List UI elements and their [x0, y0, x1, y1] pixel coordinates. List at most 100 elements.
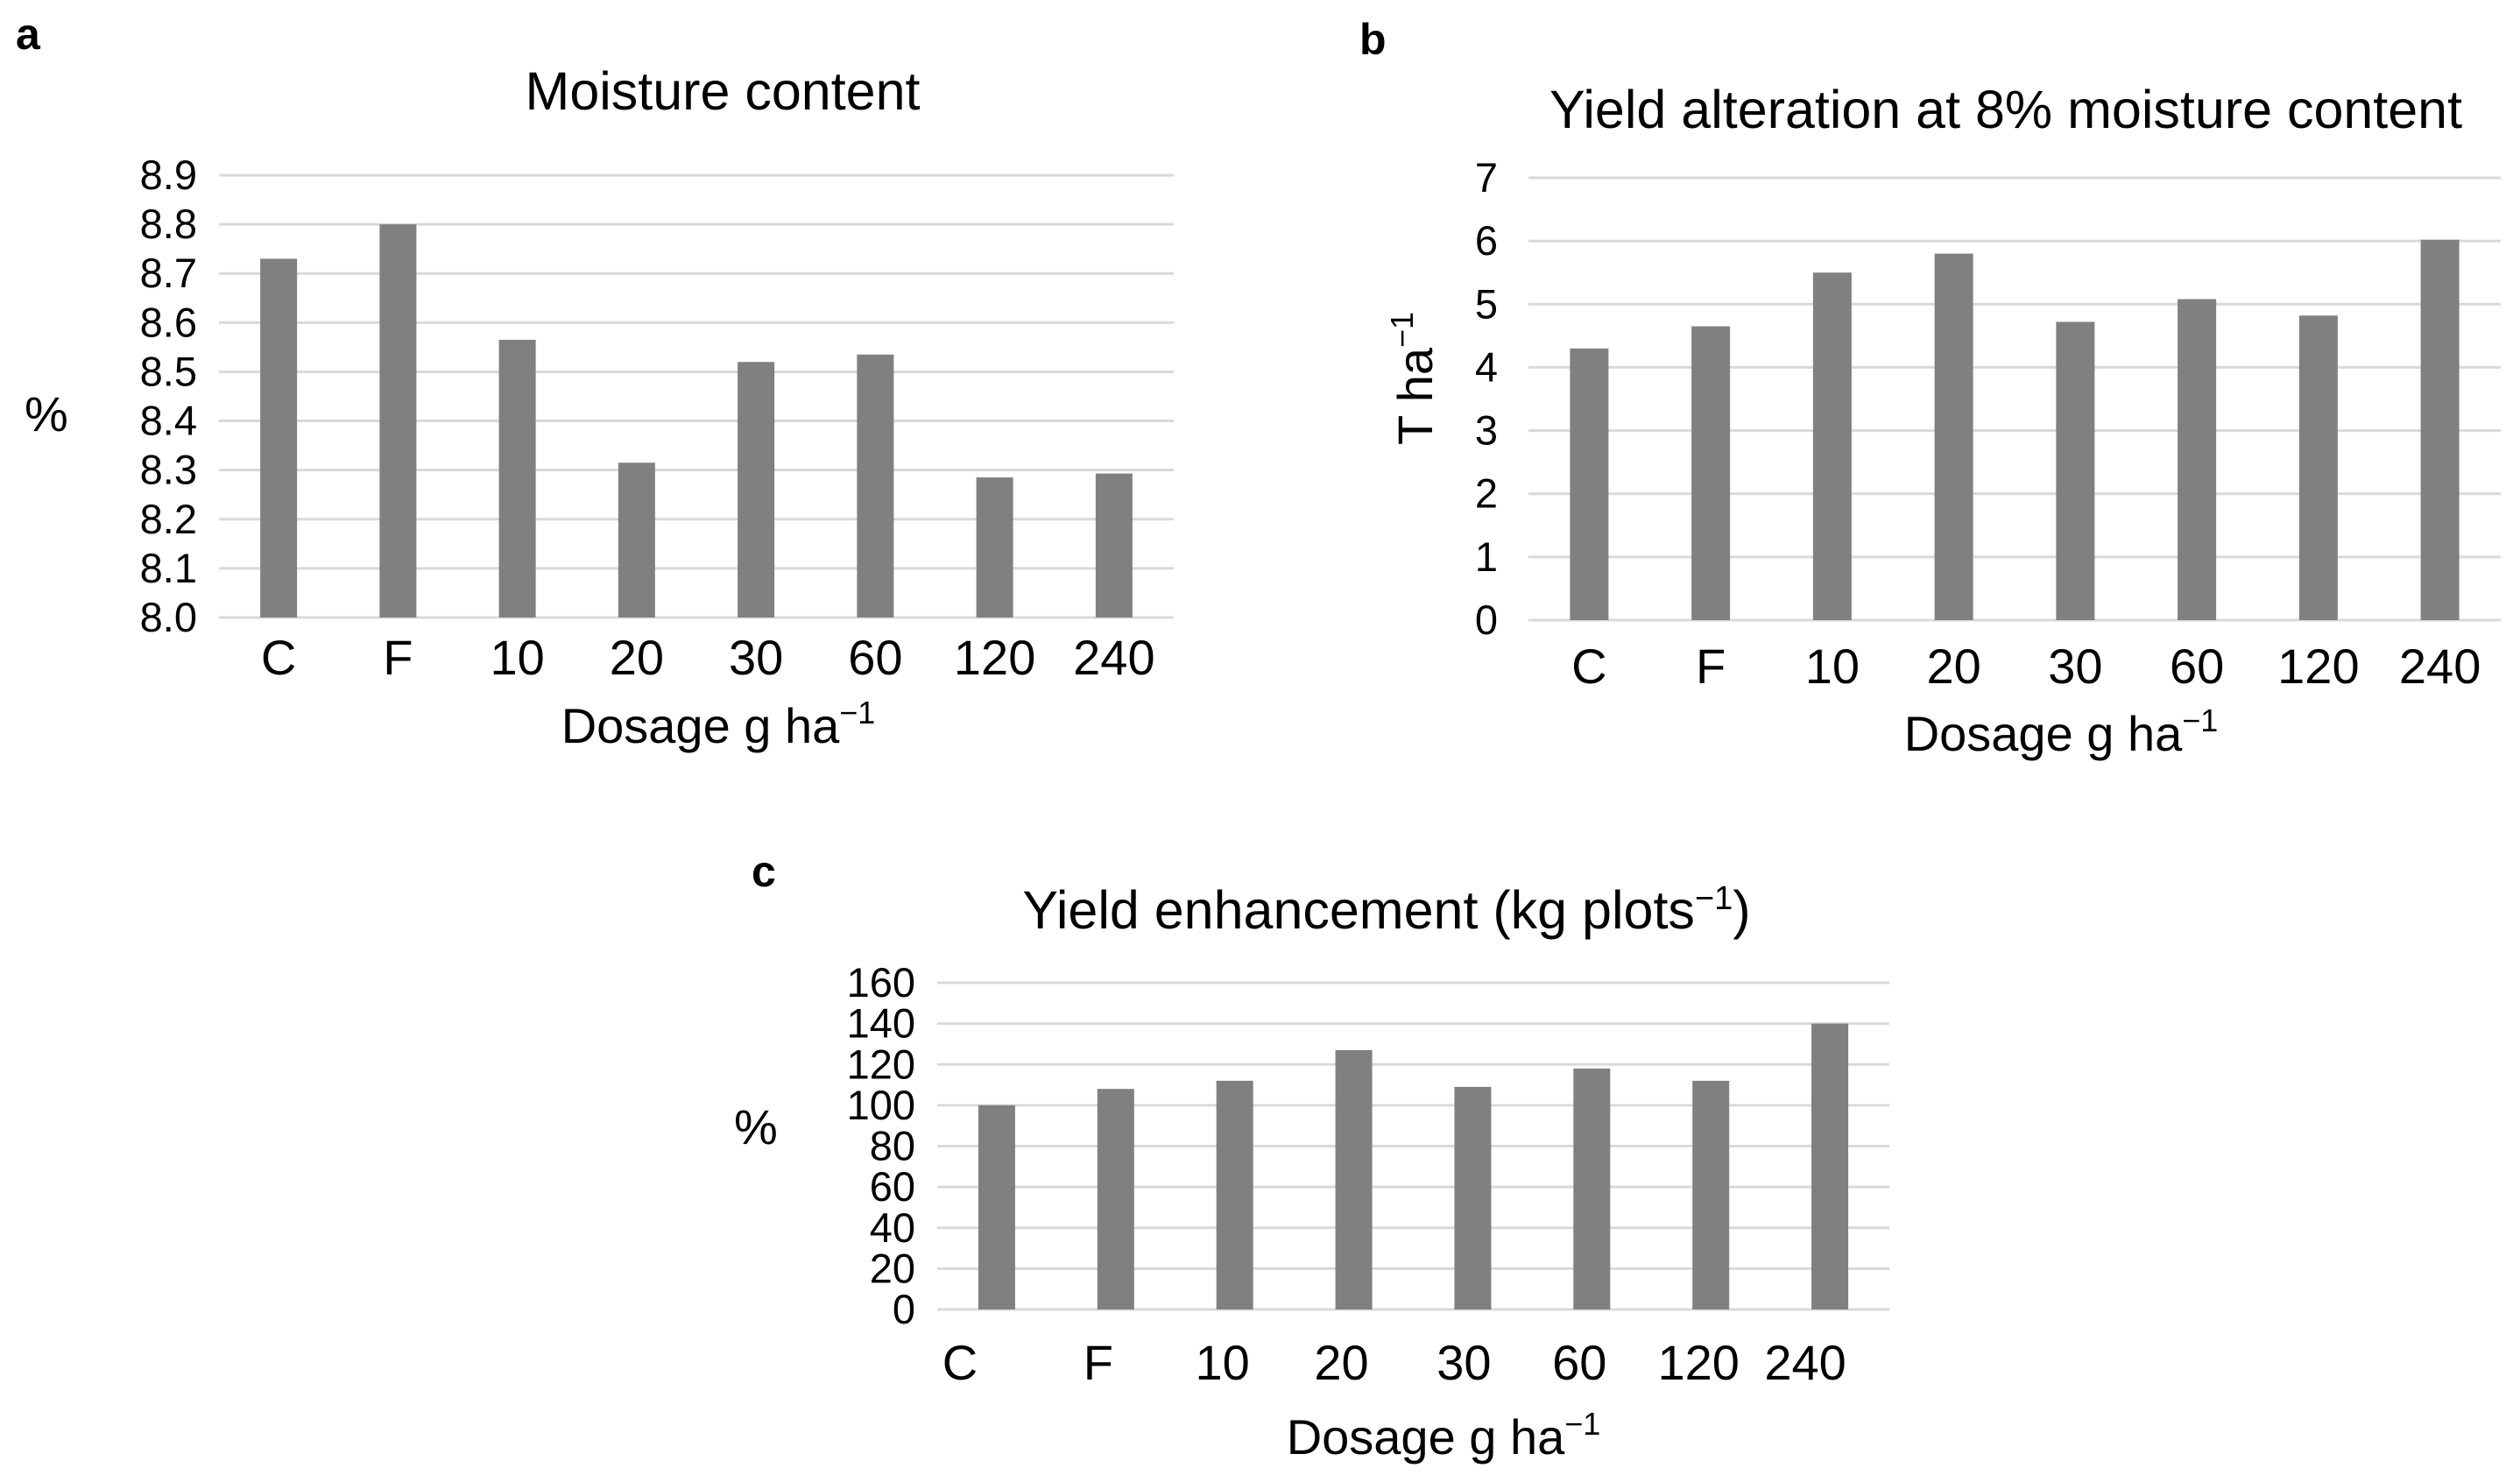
panel-c-bar-120 — [1692, 1080, 1730, 1309]
panel-b-chart: b Yield alteration at 8% moisture conten… — [1359, 15, 2501, 761]
panel-b-y-tick-label: 1 — [1475, 533, 1498, 580]
panel-b-y-tick-label: 3 — [1475, 407, 1498, 454]
panel-c-y-axis-label: % — [734, 1099, 778, 1154]
panel-b-bar-240 — [2420, 239, 2460, 620]
panel-a-letter: a — [16, 10, 41, 59]
panel-a-x-tick-label: 120 — [954, 630, 1035, 685]
panel-b-x-tick-label: 240 — [2399, 639, 2481, 694]
panel-c-y-tick-label: 160 — [847, 959, 915, 1006]
panel-c-x-axis-label-text: Dosage g ha — [1287, 1409, 1565, 1464]
panel-c-bar-60 — [1573, 1068, 1611, 1309]
panel-a-y-tick-label: 8.7 — [140, 250, 197, 296]
panel-a-chart: a Moisture content % Dosage g ha−1 8.08.… — [16, 10, 1174, 753]
panel-a-x-axis-label-sup: −1 — [839, 695, 875, 730]
panel-c-y-tick-label: 80 — [870, 1123, 915, 1169]
panel-b-x-axis-label: Dosage g ha−1 — [1904, 702, 2219, 761]
panel-a-x-axis-label-text: Dosage g ha — [561, 698, 840, 753]
panel-b-x-tick-label: 10 — [1805, 639, 1860, 694]
panel-a-bar-c — [260, 258, 298, 618]
panel-a-y-tick-label: 8.5 — [140, 348, 197, 394]
panel-a-y-tick-label: 8.9 — [140, 152, 197, 198]
panel-b-bar-30 — [2056, 321, 2095, 620]
panel-c-y-tick-label: 100 — [847, 1082, 915, 1128]
panel-c-letter: c — [752, 847, 776, 896]
panel-b-y-axis-label-text: T ha — [1387, 347, 1443, 445]
panel-c-bar-10 — [1216, 1080, 1253, 1309]
panel-a-title: Moisture content — [526, 61, 921, 121]
panel-b-y-tick-label: 5 — [1475, 280, 1498, 327]
panel-c-y-tick-label: 20 — [870, 1245, 915, 1291]
panel-a-x-tick-label: 30 — [729, 630, 783, 685]
panel-b-bar-120 — [2298, 315, 2338, 620]
panel-a-y-tick-label: 8.6 — [140, 299, 197, 345]
panel-b-bar-60 — [2178, 299, 2217, 620]
panel-a-x-tick-label: 240 — [1073, 630, 1154, 685]
panel-c-title: Yield enhancement (kg plots−1) — [1022, 880, 1750, 940]
panel-a-bar-f — [379, 224, 417, 618]
panel-a-x-tick-label: 20 — [610, 630, 664, 685]
panel-c-x-tick-label: F — [1084, 1335, 1113, 1390]
panel-c-bar-c — [978, 1104, 1015, 1309]
panel-b-bar-c — [1570, 348, 1609, 620]
panel-c-y-tick-label: 140 — [847, 1000, 915, 1047]
panel-c-x-axis-label-sup: −1 — [1564, 1406, 1600, 1442]
panel-c-x-tick-label: 10 — [1196, 1335, 1250, 1390]
panel-b-y-tick-label: 6 — [1475, 217, 1498, 264]
panel-b-letter: b — [1359, 15, 1387, 64]
panel-c-title-sup: −1 — [1695, 880, 1733, 917]
panel-b-x-tick-label: F — [1696, 639, 1726, 694]
panel-b-title: Yield alteration at 8% moisture content — [1549, 80, 2462, 139]
panel-b-y-axis-label-sup: −1 — [1384, 312, 1420, 348]
panel-c-bar-240 — [1811, 1023, 1849, 1309]
panel-b-y-tick-label: 7 — [1475, 154, 1498, 201]
panel-b-x-tick-label: 120 — [2277, 639, 2359, 694]
panel-b-x-tick-label: 60 — [2170, 639, 2224, 694]
panel-a-bar-10 — [498, 339, 536, 618]
panel-a-y-tick-label: 8.2 — [140, 496, 197, 542]
panel-c-x-tick-label: 30 — [1436, 1335, 1491, 1390]
panel-b-y-tick-label: 0 — [1475, 596, 1498, 643]
panel-a-bar-120 — [976, 477, 1013, 618]
panel-b-bar-f — [1691, 326, 1731, 620]
panel-a-y-tick-label: 8.8 — [140, 201, 197, 247]
panel-a-x-axis-label: Dosage g ha−1 — [561, 695, 876, 753]
panel-c-title-text: Yield enhancement (kg plots — [1022, 880, 1694, 940]
panel-c-x-tick-label: 60 — [1552, 1335, 1606, 1390]
panel-b-y-tick-label: 2 — [1475, 470, 1498, 517]
panel-a-y-tick-label: 8.1 — [140, 545, 197, 591]
panel-b-x-tick-label: 20 — [1926, 639, 1980, 694]
panel-c-bar-30 — [1454, 1086, 1492, 1309]
panel-b-x-tick-label: 30 — [2048, 639, 2102, 694]
panel-c-x-tick-label: 20 — [1314, 1335, 1368, 1390]
panel-a-y-axis-label: % — [25, 386, 68, 441]
panel-b-bar-20 — [1934, 253, 1973, 620]
panel-b-y-axis-label: T ha−1 — [1384, 312, 1443, 445]
panel-a-bar-30 — [738, 362, 775, 618]
panel-c-y-tick-label: 40 — [870, 1204, 915, 1251]
panel-a-y-tick-label: 8.0 — [140, 594, 197, 640]
panel-c-title-end: ) — [1733, 880, 1750, 940]
panel-a-x-tick-label: 10 — [490, 630, 544, 685]
panel-c-chart: c Yield enhancement (kg plots−1) % Dosag… — [734, 847, 1889, 1464]
panel-b-x-axis-label-text: Dosage g ha — [1904, 706, 2183, 761]
panel-c-x-tick-label: 240 — [1764, 1335, 1846, 1390]
panel-c-x-tick-label: 120 — [1657, 1335, 1739, 1390]
panel-a-x-tick-label: C — [261, 630, 296, 685]
panel-a-bar-20 — [618, 462, 655, 618]
panel-a-x-tick-label: 60 — [848, 630, 902, 685]
panel-c-bar-20 — [1335, 1049, 1373, 1309]
panel-c-x-axis-label: Dosage g ha−1 — [1287, 1406, 1601, 1464]
panel-b-bar-10 — [1812, 272, 1852, 620]
panel-b-x-axis-label-sup: −1 — [2182, 702, 2218, 738]
panel-b-y-tick-label: 4 — [1475, 343, 1498, 390]
panel-c-x-tick-label: C — [942, 1335, 978, 1390]
panel-a-bar-240 — [1095, 473, 1133, 618]
panel-b-x-tick-label: C — [1571, 639, 1606, 694]
panel-a-y-tick-label: 8.4 — [140, 398, 197, 444]
panel-c-y-tick-label: 120 — [847, 1041, 915, 1087]
panel-c-y-tick-label: 0 — [893, 1286, 915, 1332]
panel-a-y-tick-label: 8.3 — [140, 447, 197, 493]
panel-a-bar-60 — [857, 354, 894, 618]
panel-c-bar-f — [1097, 1089, 1134, 1309]
